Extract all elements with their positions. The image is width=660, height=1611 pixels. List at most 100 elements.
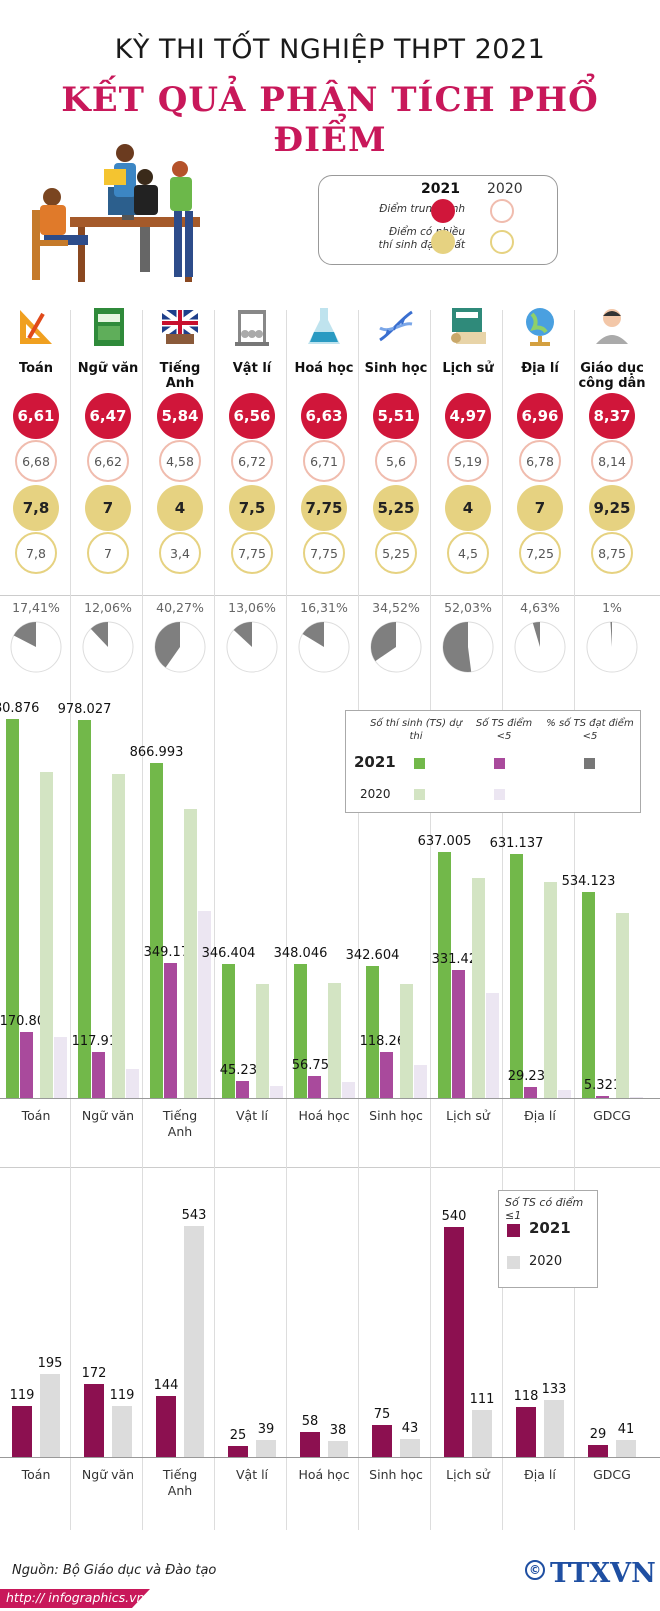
low-score-2021-bar: [156, 1395, 176, 1457]
subject-name: Ngữ văn: [77, 361, 139, 376]
mode-score-2021-badge: 5,25: [373, 485, 419, 531]
candidates-chart-x-label: Ngữ văn: [81, 1108, 135, 1123]
below5-2020-bar: [558, 1089, 571, 1098]
below5-2021-bar: [92, 1052, 105, 1098]
low-score-2021-value-label: 25: [229, 1428, 247, 1444]
legend-mid-year-2020: 2020: [360, 787, 391, 801]
below5-2020-bar: [630, 1096, 643, 1098]
low-score-2021-bar: [84, 1383, 104, 1457]
low-score-2021-value-label: 118: [513, 1388, 539, 1404]
low-score-legend: Số TS có điểm ≤1 2021 2020: [498, 1190, 598, 1288]
url-banner: [0, 1589, 150, 1608]
candidates-chart-x-label: Hoá học: [298, 1108, 350, 1123]
below5-2021-value-label: 56.756: [291, 1058, 338, 1074]
low-score-chart-x-label: GDCG: [593, 1467, 631, 1482]
pie-slice: [155, 622, 180, 668]
legend-low-year-2020: 2020: [529, 1254, 563, 1269]
avg-score-2020-badge: 6,71: [303, 440, 345, 482]
pie-slice-chart: [226, 621, 278, 673]
pie-slice: [532, 622, 540, 647]
candidates-2021-bar: [78, 720, 91, 1098]
legend-low-year-2021: 2021: [529, 1219, 571, 1237]
below5-2021-value-label: 170.802: [0, 1014, 54, 1030]
pie-percent-label: 40,27%: [156, 600, 204, 615]
below5-2021-bar: [524, 1086, 537, 1098]
pie-slice: [443, 622, 472, 672]
page-subtitle: KẾT QUẢ PHÂN TÍCH PHỔ ĐIỂM: [61, 80, 599, 160]
mode-score-2020-badge: 7,25: [519, 532, 561, 574]
low-score-2020-bar: [40, 1373, 60, 1457]
legend-mid-year-2021: 2021: [354, 753, 396, 771]
column-separator: [286, 310, 287, 1530]
low-score-2020-bar: [328, 1440, 348, 1457]
candidates-2021-value-label: 637.005: [417, 834, 472, 850]
low-score-2020-value-label: 38: [329, 1422, 347, 1438]
candidates-2021-bar: [294, 963, 307, 1098]
avg-score-2020-badge: 4,58: [159, 440, 201, 482]
mode-score-2020-badge: 7: [87, 532, 129, 574]
low-score-chart-x-label: Sinh học: [369, 1467, 423, 1482]
low-score-2021-value-label: 144: [153, 1377, 179, 1393]
mode-score-2020-badge: 7,75: [231, 532, 273, 574]
pie-slice: [302, 622, 324, 647]
subject-name: Hoá học: [294, 361, 354, 376]
candidates-2021-value-label: 342.604: [345, 947, 400, 963]
below5-2021-value-label: 349.175: [143, 945, 198, 961]
legend-low-2021-swatch: [507, 1224, 520, 1237]
mode-score-2021-badge: 7,75: [301, 485, 347, 531]
column-separator: [70, 310, 71, 1530]
legend-below5-header: Số TS điểm <5: [475, 718, 533, 742]
below5-2021-bar: [236, 1080, 249, 1098]
pie-percent-label: 4,63%: [520, 600, 560, 615]
avg-score-2021-badge: 6,47: [85, 393, 131, 439]
candidates-chart-x-label: Lịch sử: [446, 1108, 490, 1123]
legend-mode-2020-dot: [490, 230, 514, 254]
pie-slice: [610, 622, 612, 647]
legend-low-title: Số TS có điểm ≤1: [505, 1196, 584, 1222]
column-separator: [574, 310, 575, 1530]
low-score-2020-bar: [472, 1409, 492, 1457]
mode-score-2021-badge: 4: [445, 485, 491, 531]
candidates-2021-bar: [6, 719, 19, 1098]
candidates-chart-x-label: Sinh học: [369, 1108, 423, 1123]
legend-year-2021: 2021: [421, 181, 460, 197]
subject-name: Tiếng Anh: [159, 361, 201, 391]
low-score-2021-value-label: 119: [9, 1388, 35, 1404]
low-score-2021-bar: [372, 1425, 392, 1457]
legend-year-2020: 2020: [487, 181, 523, 197]
column-separator: [502, 310, 503, 1530]
below5-2021-bar: [308, 1076, 321, 1098]
low-score-2021-value-label: 75: [373, 1407, 391, 1423]
pie-slice-chart: [154, 621, 206, 673]
subject-name: Lịch sử: [442, 361, 494, 376]
ruler-triangle-icon: [14, 304, 58, 348]
low-score-2021-bar: [300, 1432, 320, 1457]
below5-2020-bar: [126, 1068, 139, 1098]
legend-avg-2020-dot: [490, 199, 514, 223]
citizen-avatar-icon: [590, 304, 634, 348]
candidates-2021-value-label: 346.404: [201, 946, 256, 962]
candidates-2020-bar: [328, 982, 341, 1098]
students-illustration: [32, 144, 200, 282]
low-score-chart-x-label: Vật lí: [235, 1467, 269, 1482]
uk-flag-icon: [158, 304, 202, 348]
candidates-chart-x-label: GDCG: [593, 1108, 631, 1123]
legend-avg-2021-dot: [431, 199, 455, 223]
below5-2020-bar: [54, 1037, 67, 1098]
candidates-chart-x-label: Vật lí: [235, 1108, 269, 1123]
below5-2021-bar: [20, 1032, 33, 1098]
avg-score-2021-badge: 6,63: [301, 393, 347, 439]
site-url[interactable]: http:// infographics.vn: [6, 1590, 145, 1605]
column-separator: [358, 310, 359, 1530]
low-score-2020-value-label: 133: [541, 1382, 567, 1398]
candidates-chart-x-label: Địa lí: [524, 1108, 556, 1123]
legend-candidates-header: Số thí sinh (TS) dự thi: [370, 718, 462, 742]
low-score-chart-x-label: Anh: [167, 1483, 193, 1498]
mode-score-2020-badge: 5,25: [375, 532, 417, 574]
avg-score-2021-badge: 6,61: [13, 393, 59, 439]
mode-score-2020-badge: 4,5: [447, 532, 489, 574]
legend-candidates-2020-swatch: [414, 789, 425, 800]
mode-score-2021-badge: 7,8: [13, 485, 59, 531]
low-score-2020-value-label: 41: [617, 1421, 635, 1437]
low-score-chart-x-label: Hoá học: [298, 1467, 350, 1482]
